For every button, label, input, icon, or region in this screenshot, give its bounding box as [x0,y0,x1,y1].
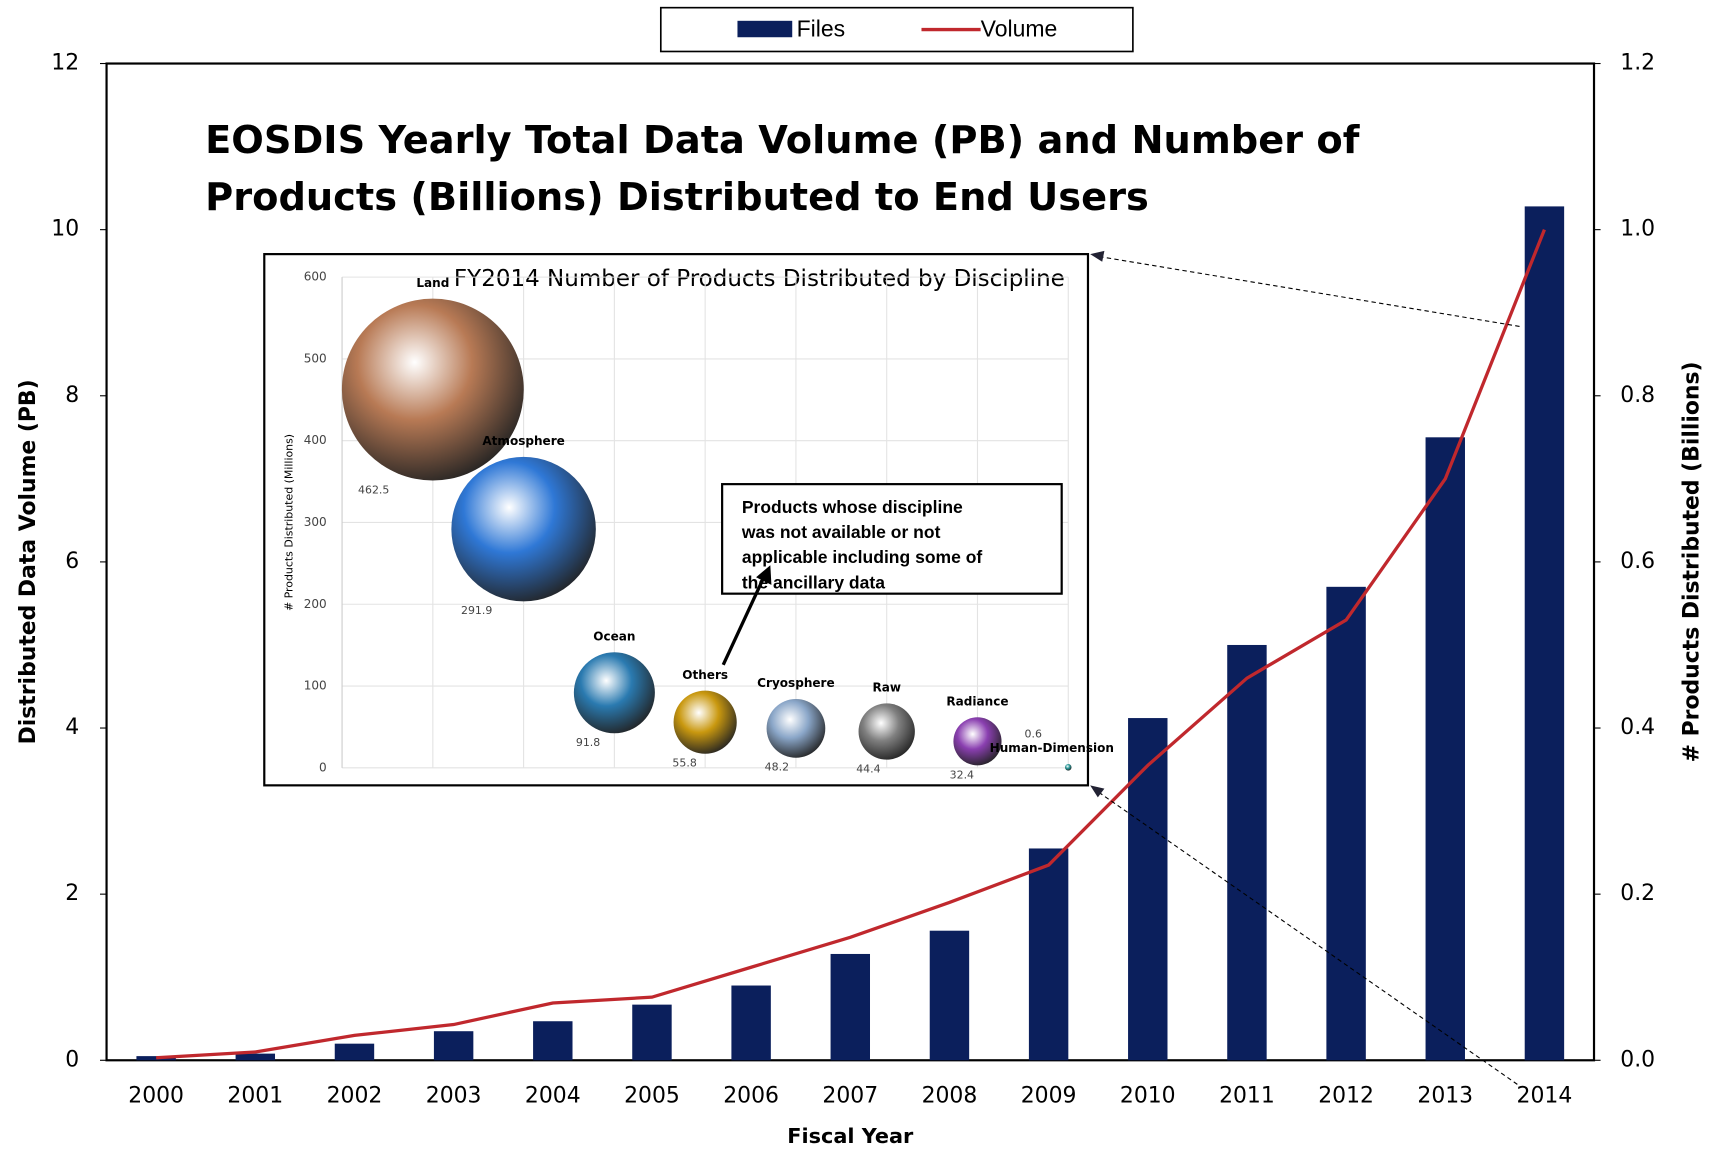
y2-tick-label: 0.4 [1620,715,1655,740]
x-tick-label: 2003 [426,1083,482,1108]
bubble [1064,764,1072,771]
x-tick-label: 2010 [1120,1083,1176,1108]
annotation: was not available or not [741,522,941,542]
bubble [673,690,737,754]
chart-title: Products (Billions) Distributed to End U… [205,175,1149,220]
connector-head [1090,785,1105,798]
y-tick-label: 300 [304,515,327,529]
bubble [341,298,524,481]
legend-label: Files [797,16,846,42]
bar [1028,848,1069,1061]
bubble-category: Ocean [593,629,635,643]
x-tick-label: 2011 [1219,1083,1275,1108]
y2-tick-label: 0.8 [1620,383,1655,408]
x-tick-label: 2013 [1417,1083,1473,1108]
y2-tick-label: 0.0 [1620,1047,1655,1072]
y-tick-label: 500 [304,351,327,365]
bubble-value: 55.8 [672,757,696,770]
legend-swatch [737,20,793,38]
y-tick-label: 600 [304,270,327,284]
y-tick-label: 4 [65,715,79,740]
x-tick-label: 2006 [723,1083,779,1108]
y-tick-label: 400 [304,433,327,447]
bar [334,1043,375,1061]
x-tick-label: 2009 [1021,1083,1077,1108]
bubble-value: 0.6 [1025,727,1042,740]
bubble-category: Raw [872,681,901,695]
x-tick-label: 2002 [327,1083,383,1108]
bar [632,1004,672,1061]
bubble [858,703,915,760]
bubble-category: Cryosphere [757,676,834,690]
bar [136,1056,176,1061]
bar [433,1031,474,1061]
x-tick-label: 2001 [227,1083,283,1108]
x-tick-label: 2007 [822,1083,878,1108]
y-tick-label: 12 [51,51,79,76]
x-tick-label: 2012 [1318,1083,1374,1108]
bubble-category: Land [416,276,449,290]
bubble-value: 48.2 [765,761,789,774]
bar [1326,586,1366,1061]
bubble-category: Others [682,668,728,682]
x-tick-label: 2014 [1517,1083,1573,1108]
bubble-value: 44.4 [856,763,880,776]
y-tick-label: 2 [65,881,79,906]
line [156,229,1546,1060]
bubble [573,652,655,734]
y-tick-label: 0 [65,1047,79,1072]
y-tick-label: 10 [51,217,79,242]
annotation-box [721,483,1063,595]
y2-axis-label: # Products Distributed (Billions) [1680,361,1705,762]
bubble-category: Atmosphere [482,434,564,448]
bubble [766,699,826,758]
annotation: the ancillary data [742,572,885,592]
bar [1128,718,1168,1061]
bar [533,1021,573,1061]
bubble-value: 91.8 [576,736,600,749]
bubble-value: 462.5 [358,483,389,496]
connector [1096,790,1518,1085]
bar [235,1053,276,1061]
bubble-value: 291.9 [461,604,492,617]
x-tick-label: 2004 [525,1083,581,1108]
y2-tick-label: 1.0 [1620,217,1655,242]
annotation-arrowhead [756,565,772,585]
annotation-arrow [721,574,767,666]
chart-title: EOSDIS Yearly Total Data Volume (PB) and… [205,118,1361,163]
annotation: Products whose discipline [742,497,963,517]
y2-tick-label: 0.6 [1620,549,1655,574]
inset-y-axis-label: # Products Distributed (Millions) [282,434,295,611]
bubble-value: 32.4 [950,768,974,781]
inset-title: FY2014 Number of Products Distributed by… [454,266,1065,292]
x-tick-label: 2005 [624,1083,680,1108]
y2-tick-label: 0.2 [1620,881,1655,906]
x-axis-label: Fiscal Year [787,1124,914,1148]
bar [1425,437,1465,1061]
bubble-category: Human-Dimension [990,741,1114,755]
bar [929,930,970,1061]
y-tick-label: 100 [304,679,327,693]
y-tick-label: 8 [65,383,79,408]
bar [731,985,771,1061]
connector-head [1090,250,1105,262]
bar [1227,644,1267,1061]
bubble [953,717,1002,766]
annotation: applicable including some of [742,547,983,567]
legend-label: Volume [981,16,1058,42]
y2-tick-label: 1.2 [1620,51,1655,76]
bar [830,953,871,1061]
bar [1524,206,1565,1061]
x-tick-label: 2000 [128,1083,184,1108]
x-tick-label: 2008 [922,1083,978,1108]
legend-box [659,6,1134,53]
y-axis-label: Distributed Data Volume (PB) [16,379,41,744]
y-tick-label: 200 [304,597,327,611]
y-tick-label: 6 [65,549,79,574]
connector [1097,255,1520,327]
bubble [451,456,596,602]
y-tick-label: 0 [319,760,327,774]
bubble-category: Radiance [946,694,1008,708]
